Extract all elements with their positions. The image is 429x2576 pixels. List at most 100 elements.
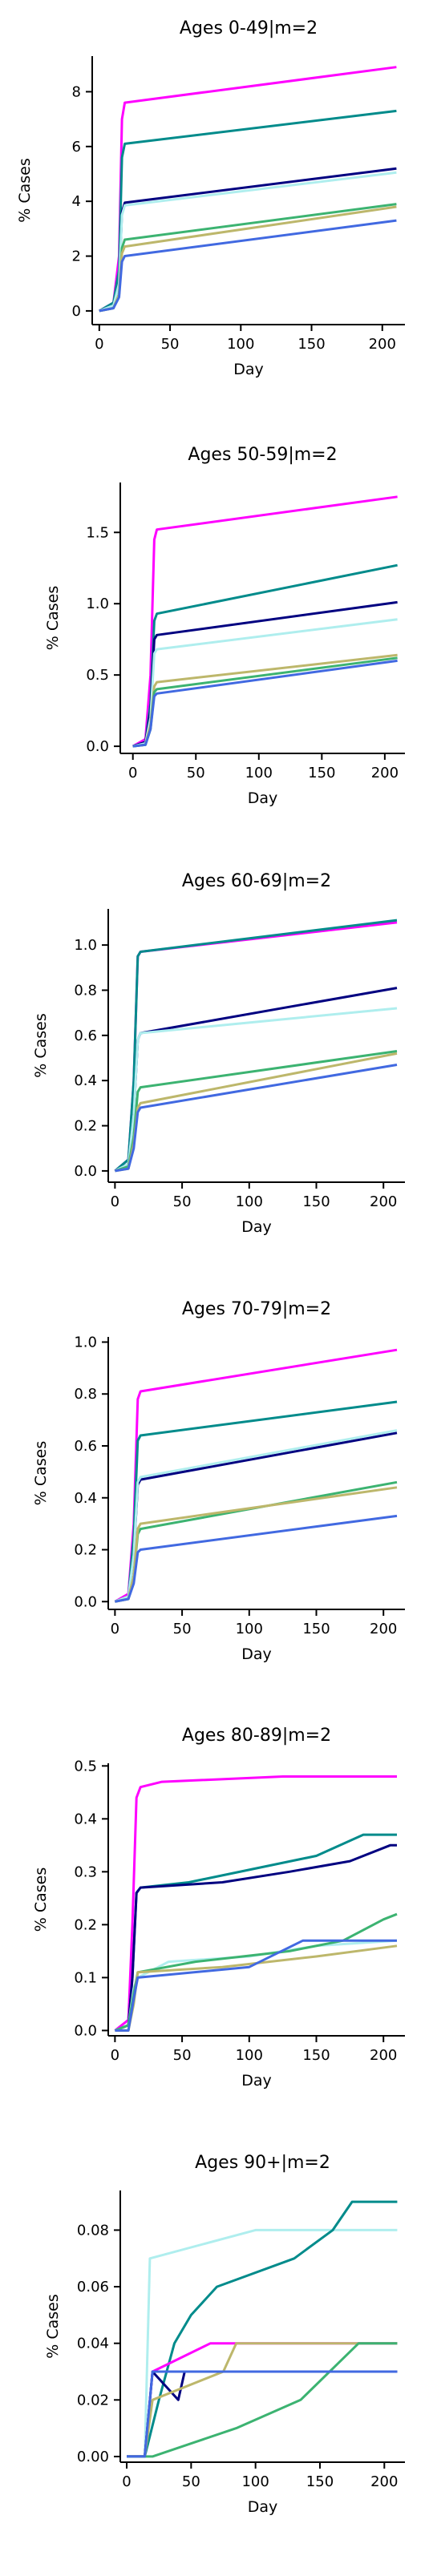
series-line-2 — [127, 2200, 398, 2458]
chart-panel-4: Ages 70-79|m=2 0 50 100 150 200 0.0 0.2 0.4 0.6 0.… — [32, 1299, 405, 1663]
x-tick-label: 200 — [370, 1193, 397, 1210]
series-line-7 — [115, 1064, 398, 1173]
y-tick-label: 1.5 — [86, 524, 109, 541]
series-line-4 — [114, 1007, 398, 1173]
x-tick-label: 150 — [297, 336, 325, 353]
x-tick-label: 200 — [370, 1621, 397, 1637]
x-tick-label: 100 — [236, 1621, 263, 1637]
y-axis-label: % Cases — [44, 586, 62, 651]
x-tick-label: 150 — [306, 2473, 334, 2490]
series-line-7 — [115, 1514, 398, 1603]
series-line-4 — [132, 618, 398, 748]
y-tick-label: 0.0 — [86, 738, 109, 755]
series-line-6 — [115, 1944, 398, 2032]
x-tick-label: 0 — [122, 2473, 131, 2490]
series-line-3 — [127, 2342, 398, 2458]
series-line-4 — [99, 171, 397, 313]
series-line-1 — [99, 66, 397, 313]
series-line-2 — [99, 109, 397, 313]
y-tick-label: 0.2 — [74, 1542, 97, 1559]
series-line-5 — [115, 1480, 398, 1603]
series-line-4 — [114, 1429, 398, 1603]
series-line-5 — [132, 653, 398, 748]
x-tick-label: 50 — [173, 1621, 192, 1637]
x-tick-label: 150 — [302, 2047, 330, 2064]
series-line-1 — [114, 921, 398, 1173]
x-axis-label: Day — [241, 1218, 272, 1236]
x-tick-label: 100 — [236, 1193, 263, 1210]
chart-panel-5: Ages 80-89|m=2 0 50 100 150 200 0.0 0.1 0.2 0.3 0.… — [32, 1726, 405, 2089]
chart-panel-6: Ages 90+|m=2 0 50 100 150 200 0.00 0.02 0.04 0.06… — [44, 2153, 405, 2516]
x-tick-label: 0 — [111, 2047, 119, 2064]
y-tick-label: 0.0 — [74, 2022, 97, 2039]
x-tick-label: 100 — [227, 336, 254, 353]
y-tick-label: 0.0 — [74, 1163, 97, 1180]
x-tick-label: 150 — [302, 1621, 330, 1637]
x-axis-label: Day — [248, 789, 278, 807]
y-axis-label: % Cases — [32, 1013, 50, 1078]
y-axis-label: % Cases — [16, 158, 34, 223]
x-tick-label: 50 — [173, 1193, 192, 1210]
x-axis-label: Day — [241, 2072, 272, 2089]
series-line-7 — [99, 219, 397, 313]
chart-title: Ages 60-69|m=2 — [182, 871, 331, 891]
y-tick-label: 1.0 — [74, 937, 97, 954]
series-line-3 — [114, 1843, 397, 2032]
series-line-2 — [114, 1400, 398, 1603]
series-line-7 — [127, 2370, 398, 2458]
series-line-2 — [114, 1833, 397, 2032]
x-tick-label: 150 — [302, 1193, 330, 1210]
y-tick-label: 0.0 — [74, 1593, 97, 1610]
series-line-5 — [114, 1912, 398, 2032]
x-axis-label: Day — [233, 361, 264, 378]
x-axis-label: Day — [248, 2498, 278, 2516]
x-tick-label: 0 — [111, 1193, 119, 1210]
chart-title: Ages 90+|m=2 — [195, 2153, 330, 2173]
x-tick-label: 50 — [173, 2047, 192, 2064]
y-tick-label: 1.0 — [74, 1334, 97, 1351]
y-tick-label: 0.3 — [74, 1863, 97, 1880]
y-axis-label: % Cases — [32, 1441, 50, 1506]
series-line-3 — [114, 987, 398, 1173]
chart-panel-2: Ages 50-59|m=2 0 50 100 150 200 0.0 0.5 1.0 1.5 Da… — [44, 445, 405, 807]
y-tick-label: 0.8 — [74, 1386, 97, 1403]
x-tick-label: 200 — [369, 336, 396, 353]
y-tick-label: 0.6 — [74, 1028, 97, 1044]
series-line-5 — [127, 2342, 398, 2458]
y-tick-label: 0 — [72, 303, 81, 320]
chart-title: Ages 50-59|m=2 — [188, 445, 337, 465]
x-tick-label: 100 — [245, 765, 273, 781]
series-line-5 — [114, 1050, 398, 1173]
chart-panel-3: Ages 60-69|m=2 0 50 100 150 200 0.0 0.2 0.4 0.6 0.… — [32, 871, 405, 1236]
y-tick-label: 0.4 — [74, 1490, 97, 1507]
x-tick-label: 50 — [187, 765, 205, 781]
y-tick-label: 0.6 — [74, 1438, 97, 1455]
series-line-4 — [127, 2370, 398, 2458]
x-tick-label: 200 — [370, 2047, 397, 2064]
chart-title: Ages 80-89|m=2 — [182, 1726, 331, 1746]
y-tick-label: 0.5 — [74, 1758, 97, 1775]
x-tick-label: 100 — [236, 2047, 263, 2064]
y-tick-label: 0.5 — [86, 667, 109, 684]
series-line-7 — [115, 1939, 397, 2032]
y-tick-label: 0.08 — [77, 2222, 109, 2239]
x-tick-label: 0 — [95, 336, 103, 353]
y-axis-label: % Cases — [32, 1867, 50, 1932]
y-axis-label: % Cases — [44, 2294, 62, 2359]
series-line-3 — [114, 1431, 398, 1603]
y-tick-label: 1.0 — [86, 596, 109, 612]
series-line-2 — [114, 919, 398, 1173]
series-line-2 — [132, 563, 398, 748]
x-axis-label: Day — [241, 1645, 272, 1663]
series-line-7 — [132, 659, 398, 748]
x-tick-label: 0 — [128, 765, 137, 781]
series-line-6 — [115, 1486, 398, 1603]
y-tick-label: 6 — [72, 139, 81, 155]
y-tick-label: 0.2 — [74, 1118, 97, 1135]
x-tick-label: 200 — [371, 765, 399, 781]
y-tick-label: 0.4 — [74, 1072, 97, 1089]
x-tick-label: 50 — [182, 2473, 200, 2490]
chart-title: Ages 70-79|m=2 — [182, 1299, 331, 1319]
x-tick-label: 0 — [111, 1621, 119, 1637]
